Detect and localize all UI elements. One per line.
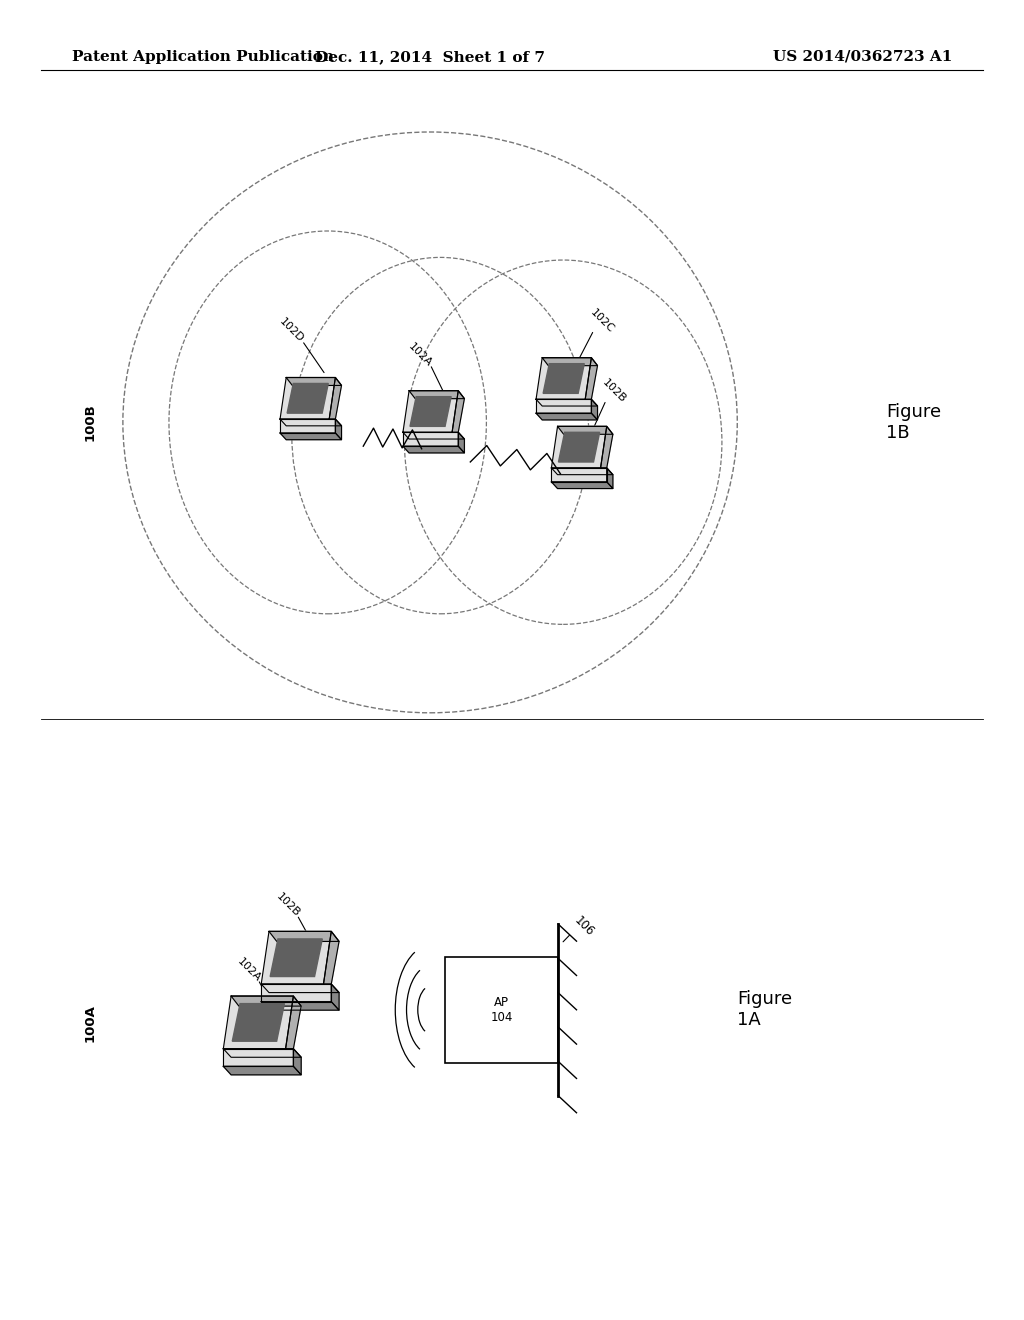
Polygon shape xyxy=(402,433,465,440)
Polygon shape xyxy=(606,469,612,488)
Polygon shape xyxy=(261,985,339,993)
Text: Figure
1B: Figure 1B xyxy=(886,403,941,442)
Text: US 2014/0362723 A1: US 2014/0362723 A1 xyxy=(773,50,952,63)
Polygon shape xyxy=(261,932,332,985)
Polygon shape xyxy=(223,1048,293,1067)
Polygon shape xyxy=(551,426,606,469)
Polygon shape xyxy=(537,358,592,400)
Polygon shape xyxy=(231,997,301,1006)
Polygon shape xyxy=(537,400,598,407)
Polygon shape xyxy=(402,391,459,433)
Polygon shape xyxy=(280,420,342,426)
Polygon shape xyxy=(232,1003,285,1041)
Polygon shape xyxy=(336,420,342,440)
Polygon shape xyxy=(558,433,600,462)
Text: Dec. 11, 2014  Sheet 1 of 7: Dec. 11, 2014 Sheet 1 of 7 xyxy=(315,50,545,63)
Polygon shape xyxy=(551,469,612,475)
Polygon shape xyxy=(286,378,342,385)
Text: 106: 106 xyxy=(571,915,596,939)
Polygon shape xyxy=(223,997,293,1048)
Text: AP
104: AP 104 xyxy=(490,995,513,1024)
Polygon shape xyxy=(402,433,459,446)
Polygon shape xyxy=(223,1067,301,1074)
Polygon shape xyxy=(459,433,465,453)
Polygon shape xyxy=(261,1002,339,1010)
Bar xyxy=(445,957,558,1063)
Polygon shape xyxy=(332,985,339,1010)
Text: 100A: 100A xyxy=(84,1005,96,1041)
Polygon shape xyxy=(270,939,323,977)
Text: Patent Application Publication: Patent Application Publication xyxy=(72,50,334,63)
Text: 100B: 100B xyxy=(84,404,96,441)
Polygon shape xyxy=(269,932,339,941)
Polygon shape xyxy=(410,396,452,426)
Polygon shape xyxy=(551,469,606,482)
Polygon shape xyxy=(293,1048,301,1074)
Polygon shape xyxy=(551,482,612,488)
Polygon shape xyxy=(223,1048,301,1057)
Text: 102D: 102D xyxy=(278,315,306,345)
Text: 102A: 102A xyxy=(407,342,433,368)
Polygon shape xyxy=(557,426,612,434)
Polygon shape xyxy=(286,997,301,1048)
Polygon shape xyxy=(330,378,342,420)
Polygon shape xyxy=(543,364,585,393)
Polygon shape xyxy=(600,426,612,469)
Polygon shape xyxy=(261,985,332,1002)
Polygon shape xyxy=(537,400,592,413)
Text: 102B: 102B xyxy=(601,378,628,404)
Text: Figure
1A: Figure 1A xyxy=(737,990,793,1030)
Text: 102B: 102B xyxy=(274,892,301,919)
Polygon shape xyxy=(453,391,465,433)
Text: 102A: 102A xyxy=(236,957,262,983)
Polygon shape xyxy=(287,383,329,413)
Polygon shape xyxy=(586,358,598,400)
Polygon shape xyxy=(280,433,342,440)
Polygon shape xyxy=(592,400,598,420)
Polygon shape xyxy=(280,378,336,420)
Polygon shape xyxy=(324,932,339,985)
Polygon shape xyxy=(409,391,465,399)
Polygon shape xyxy=(402,446,465,453)
Polygon shape xyxy=(280,420,336,433)
Text: 102C: 102C xyxy=(589,308,615,334)
Polygon shape xyxy=(543,358,598,366)
Polygon shape xyxy=(537,413,598,420)
